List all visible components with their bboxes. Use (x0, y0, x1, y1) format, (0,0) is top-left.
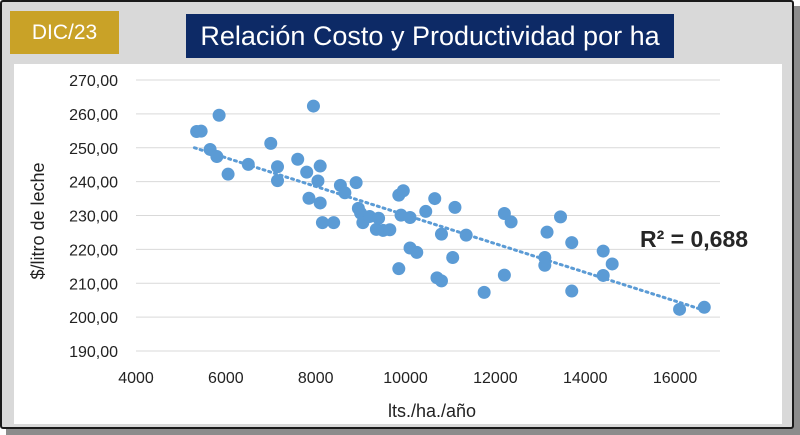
y-tick-label: 260,00 (69, 107, 118, 124)
x-tick-labels: 4000 6000 8000 10000 12000 14000 16000 (118, 370, 697, 387)
y-tick-label: 240,00 (69, 175, 118, 192)
chart-title: Relación Costo y Productividad por ha (186, 14, 674, 58)
data-point (241, 157, 255, 171)
data-point (271, 174, 285, 188)
data-point (596, 268, 610, 282)
x-tick-label: 6000 (208, 370, 244, 387)
data-point (697, 300, 711, 314)
data-point (306, 99, 320, 113)
y-tick-label: 200,00 (69, 310, 118, 327)
data-point (565, 284, 579, 298)
y-tick-label: 190,00 (69, 344, 118, 361)
plot-panel (14, 64, 782, 424)
data-points (190, 99, 711, 316)
x-tick-label: 12000 (473, 370, 518, 387)
data-point (327, 216, 341, 230)
y-tick-label: 270,00 (69, 73, 118, 90)
data-point (315, 216, 329, 230)
x-axis-label: lts./ha./año (388, 401, 476, 421)
data-point (313, 196, 327, 210)
y-tick-label: 250,00 (69, 141, 118, 158)
data-point (446, 251, 460, 265)
data-point (291, 152, 305, 166)
y-axis-label: $/litro de leche (28, 162, 48, 279)
data-point (477, 285, 491, 299)
data-point (302, 191, 316, 205)
y-tick-labels: 190,00 200,00 210,00 220,00 230,00 240,00 250,… (69, 73, 118, 361)
data-point (338, 186, 352, 200)
data-point (497, 268, 511, 282)
y-tick-label: 220,00 (69, 242, 118, 259)
data-point (428, 192, 442, 206)
data-point (311, 174, 325, 188)
data-point (383, 223, 397, 237)
data-point (300, 165, 314, 179)
data-point (313, 159, 327, 173)
data-point (540, 225, 554, 239)
x-tick-label: 10000 (383, 370, 428, 387)
data-point (372, 211, 386, 225)
data-point (349, 176, 363, 190)
x-tick-label: 4000 (118, 370, 154, 387)
data-point (271, 160, 285, 174)
data-point (605, 257, 619, 271)
data-point (538, 258, 552, 272)
data-point (419, 204, 433, 218)
data-point (504, 215, 518, 229)
data-point (392, 262, 406, 276)
data-point (673, 302, 687, 316)
y-tick-label: 210,00 (69, 276, 118, 293)
data-point (212, 108, 226, 122)
data-point (434, 227, 448, 241)
date-badge: DIC/23 (10, 11, 119, 54)
gridlines (136, 79, 720, 352)
data-point (459, 228, 473, 242)
r-squared-label: R² = 0,688 (640, 226, 748, 252)
data-point (210, 150, 224, 164)
x-tick-label: 14000 (563, 370, 608, 387)
data-point (554, 210, 568, 224)
data-point (396, 184, 410, 198)
data-point (565, 236, 579, 250)
data-point (264, 136, 278, 150)
data-point (410, 245, 424, 259)
data-point (448, 200, 462, 214)
y-tick-label: 230,00 (69, 209, 118, 226)
x-tick-label: 8000 (298, 370, 334, 387)
data-point (596, 244, 610, 258)
data-point (221, 167, 235, 181)
data-point (403, 211, 417, 225)
x-tick-label: 16000 (653, 370, 698, 387)
data-point (434, 274, 448, 288)
data-point (194, 124, 208, 138)
